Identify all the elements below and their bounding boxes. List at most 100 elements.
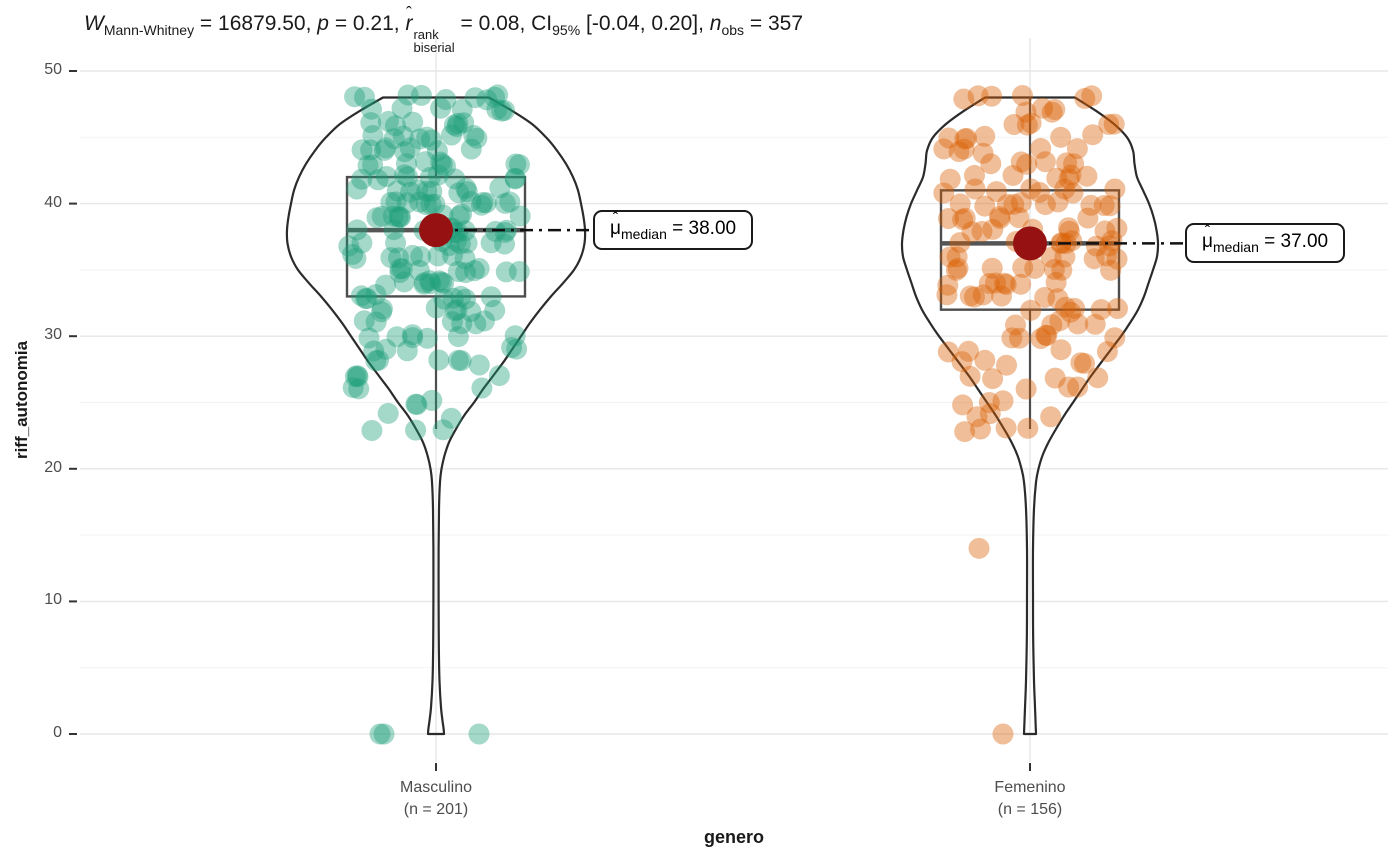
stat-ci-val: [-0.04, 0.20], — [580, 12, 710, 35]
jitter-point — [997, 193, 1018, 215]
jitter-point — [981, 257, 1003, 279]
median-eq: = — [666, 218, 689, 239]
jitter-point — [1035, 324, 1057, 346]
jitter-point — [449, 205, 470, 227]
jitter-point — [402, 327, 424, 349]
jitter-point — [386, 326, 408, 348]
jitter-point — [455, 177, 477, 199]
jitter-point — [413, 273, 435, 295]
category-label: Femenino — [994, 779, 1066, 796]
jitter-point — [1024, 257, 1046, 279]
jitter-point — [947, 257, 969, 279]
jitter-point — [1090, 299, 1112, 321]
jitter-point — [390, 206, 411, 228]
jitter-point — [985, 272, 1006, 294]
jitter-point — [504, 168, 526, 190]
jitter-point — [1063, 153, 1085, 175]
jitter-point — [1098, 113, 1120, 135]
jitter-point — [495, 261, 517, 283]
jitter-point — [1016, 114, 1038, 136]
jitter-point — [419, 270, 441, 292]
jitter-point — [1084, 313, 1106, 335]
jitter-point — [424, 193, 446, 215]
jitter-point — [391, 97, 413, 119]
median-eq: = — [1258, 231, 1281, 252]
jitter-point — [1044, 367, 1066, 389]
jitter-point — [978, 392, 1000, 413]
jitter-point — [1049, 310, 1071, 332]
jitter-point — [389, 262, 411, 283]
jitter-point — [454, 248, 476, 270]
jitter-point — [410, 246, 432, 267]
jitter-point — [1067, 313, 1089, 335]
jitter-point — [1058, 376, 1080, 398]
jitter-point — [966, 406, 988, 428]
jitter-point — [1106, 248, 1128, 270]
jitter-point — [1034, 151, 1056, 173]
jitter-point — [342, 377, 364, 399]
jitter-point — [405, 393, 427, 415]
jitter-point — [442, 287, 464, 309]
jitter-point — [1016, 153, 1038, 175]
jitter-point — [1082, 124, 1104, 146]
jitter-point — [1086, 235, 1107, 257]
jitter-point — [1002, 164, 1024, 186]
jitter-point — [394, 164, 416, 186]
jitter-point — [1094, 220, 1116, 242]
jitter-point — [1074, 352, 1095, 374]
jitter-point — [416, 180, 438, 202]
jitter-point — [952, 209, 974, 230]
jitter-point — [1056, 152, 1078, 174]
jitter-point — [1040, 406, 1062, 428]
hat-icon: ˆ — [612, 210, 619, 229]
y-axis-title: riff_autonomia — [12, 340, 31, 460]
jitter-point — [393, 271, 415, 293]
jitter-point — [447, 261, 469, 282]
jitter-point — [440, 407, 462, 429]
mu-symbol: μ — [610, 218, 621, 239]
x-axis-title: genero — [703, 827, 765, 847]
jitter-point — [992, 390, 1014, 412]
jitter-point — [396, 192, 418, 214]
jitter-point — [1034, 286, 1056, 308]
jitter-point — [1074, 87, 1096, 109]
median-callout-femenino: μ ˆ median = 37.00 — [1185, 223, 1346, 263]
jitter-point — [486, 99, 508, 120]
jitter-point — [409, 128, 431, 150]
outlier-point — [369, 723, 391, 745]
jitter-point — [964, 286, 985, 308]
jitter-point — [499, 191, 521, 213]
jitter-point — [494, 233, 515, 255]
jitter-point — [351, 232, 373, 254]
jitter-point — [939, 246, 961, 268]
jitter-point — [1096, 341, 1118, 363]
jitter-point — [464, 87, 486, 109]
jitter-point — [410, 84, 432, 106]
stat-n: n — [709, 12, 722, 35]
jitter-point — [444, 300, 466, 322]
jitter-point — [951, 351, 973, 373]
jitter-point — [346, 219, 368, 241]
jitter-point — [1058, 220, 1080, 242]
jitter-point — [363, 340, 385, 362]
jitter-point — [949, 232, 971, 254]
jitter-point — [468, 354, 490, 376]
jitter-point — [954, 128, 976, 150]
jitter-point — [470, 194, 492, 216]
jitter-point — [1012, 256, 1034, 278]
jitter-point — [509, 205, 531, 227]
jitter-point — [1087, 367, 1109, 389]
jitter-point — [421, 180, 443, 202]
jitter-point — [1047, 288, 1069, 310]
jitter-point — [936, 284, 958, 306]
jitter-point — [933, 182, 955, 204]
jitter-point — [1020, 112, 1042, 134]
jitter-point — [399, 137, 421, 159]
jitter-point — [989, 206, 1010, 227]
jitter-point — [1020, 299, 1042, 321]
jitter-point — [435, 89, 457, 110]
